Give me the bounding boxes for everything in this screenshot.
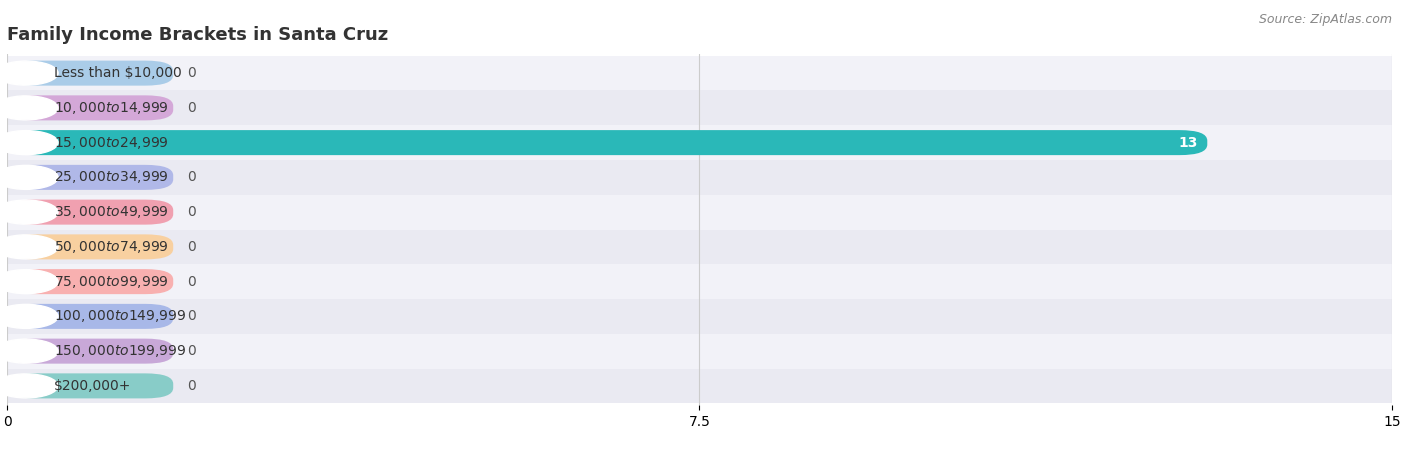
Circle shape <box>0 270 58 294</box>
FancyBboxPatch shape <box>7 95 173 121</box>
Text: 0: 0 <box>187 379 195 393</box>
Text: 0: 0 <box>187 66 195 80</box>
Text: Family Income Brackets in Santa Cruz: Family Income Brackets in Santa Cruz <box>7 26 388 44</box>
Text: $150,000 to $199,999: $150,000 to $199,999 <box>53 343 186 359</box>
Circle shape <box>0 96 58 120</box>
Text: Source: ZipAtlas.com: Source: ZipAtlas.com <box>1258 14 1392 27</box>
FancyBboxPatch shape <box>7 334 1392 369</box>
Circle shape <box>0 61 58 85</box>
Text: 13: 13 <box>1178 135 1198 149</box>
FancyBboxPatch shape <box>7 299 1392 334</box>
Text: $15,000 to $24,999: $15,000 to $24,999 <box>53 135 169 151</box>
FancyBboxPatch shape <box>7 374 173 398</box>
FancyBboxPatch shape <box>7 234 173 259</box>
Text: $50,000 to $74,999: $50,000 to $74,999 <box>53 239 169 255</box>
FancyBboxPatch shape <box>7 160 1392 195</box>
Text: 0: 0 <box>187 240 195 254</box>
FancyBboxPatch shape <box>7 369 1392 403</box>
Circle shape <box>0 165 58 189</box>
Text: $100,000 to $149,999: $100,000 to $149,999 <box>53 308 186 324</box>
Text: 0: 0 <box>187 310 195 324</box>
Circle shape <box>0 339 58 363</box>
FancyBboxPatch shape <box>7 125 1392 160</box>
Text: 0: 0 <box>187 274 195 288</box>
Circle shape <box>0 374 58 398</box>
FancyBboxPatch shape <box>7 56 1392 90</box>
FancyBboxPatch shape <box>7 230 1392 264</box>
FancyBboxPatch shape <box>7 195 1392 230</box>
Text: $35,000 to $49,999: $35,000 to $49,999 <box>53 204 169 220</box>
FancyBboxPatch shape <box>7 269 173 294</box>
FancyBboxPatch shape <box>7 200 173 225</box>
Text: 0: 0 <box>187 171 195 184</box>
Circle shape <box>0 130 58 155</box>
FancyBboxPatch shape <box>7 61 173 86</box>
FancyBboxPatch shape <box>7 264 1392 299</box>
FancyBboxPatch shape <box>7 304 173 329</box>
Circle shape <box>0 200 58 224</box>
Text: 0: 0 <box>187 344 195 358</box>
FancyBboxPatch shape <box>7 165 173 190</box>
FancyBboxPatch shape <box>7 130 1208 155</box>
FancyBboxPatch shape <box>7 90 1392 125</box>
FancyBboxPatch shape <box>7 338 173 364</box>
Text: $75,000 to $99,999: $75,000 to $99,999 <box>53 274 169 290</box>
Text: 0: 0 <box>187 101 195 115</box>
Text: 0: 0 <box>187 205 195 219</box>
Text: $10,000 to $14,999: $10,000 to $14,999 <box>53 100 169 116</box>
Circle shape <box>0 235 58 259</box>
Text: $25,000 to $34,999: $25,000 to $34,999 <box>53 169 169 185</box>
Text: $200,000+: $200,000+ <box>53 379 131 393</box>
Text: Less than $10,000: Less than $10,000 <box>53 66 181 80</box>
Circle shape <box>0 304 58 328</box>
